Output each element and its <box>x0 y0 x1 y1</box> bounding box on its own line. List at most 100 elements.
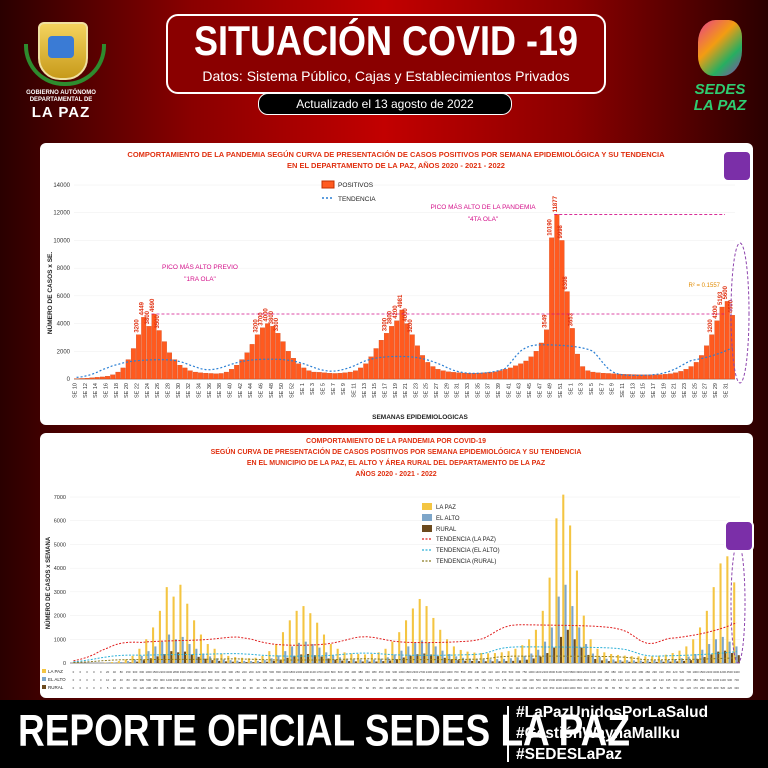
c1-bar <box>358 367 364 380</box>
c2-bar-rural <box>224 661 228 663</box>
c2-table-cell: 360 <box>707 686 712 690</box>
c2-table-cell: 520 <box>721 686 726 690</box>
c2-bar-rural <box>211 660 214 663</box>
c1-data-label: 3500 <box>155 314 161 328</box>
c1-data-label: 9998 <box>558 224 564 238</box>
c1-xtick-label: SE 49 <box>548 383 554 398</box>
c2-table-cell: 1000 <box>569 686 576 690</box>
c2-bar-rural <box>477 661 481 663</box>
c2-table-row-label: EL ALTO <box>48 677 66 682</box>
c2-table-cell: 60 <box>366 686 370 690</box>
c1-bar <box>332 373 338 380</box>
c2-table-cell: 2800 <box>173 670 180 674</box>
c2-ytick-label: 5000 <box>54 542 66 548</box>
c2-bar-rural <box>655 661 658 663</box>
c2-bar-elalto <box>496 659 499 663</box>
c2-table-cell: 150 <box>126 670 131 674</box>
c2-bar-rural <box>628 661 631 663</box>
c2-table-cell: 1900 <box>433 670 440 674</box>
c2-table-cell: 120 <box>454 686 459 690</box>
c2-table-cell: 0 <box>86 678 88 682</box>
c2-table-cell: 280 <box>639 670 644 674</box>
c2-table-row-label: LA PAZ <box>48 669 63 674</box>
c1-data-label: 4449 <box>140 301 146 315</box>
c1-xtick-label: SE 3 <box>579 383 585 395</box>
c2-table-cell: 140 <box>365 678 370 682</box>
c2-table-cell: 38 <box>250 686 254 690</box>
c2-table-cell: 140 <box>331 686 336 690</box>
c1-data-label: 3300 <box>382 317 388 331</box>
c1-xtick-label: SE 43 <box>517 383 523 398</box>
c2-bar-rural <box>546 653 549 663</box>
c1-bar <box>244 352 250 380</box>
c2-bar-rural <box>689 660 692 663</box>
c2-table-cell: 700 <box>734 678 739 682</box>
c1-bar <box>353 370 358 380</box>
c2-table-cell: 950 <box>420 678 425 682</box>
c2-bar-rural <box>334 659 337 663</box>
c2-table-cell: 200 <box>146 686 151 690</box>
c2-bar-lapaz <box>548 577 551 663</box>
chart1-subtitle: EN EL DEPARTAMENTO DE LA PAZ, AÑOS 2020 … <box>287 161 505 170</box>
footer-divider <box>507 706 509 762</box>
c2-table-cell: 55 <box>263 686 267 690</box>
c2-table-cell: 0 <box>73 670 75 674</box>
c1-bar <box>79 378 85 380</box>
c1-bar <box>683 369 689 380</box>
c1-bar <box>89 377 95 380</box>
c1-bar <box>399 309 405 380</box>
chart-panel-municipalities: COMPORTAMIENTO DE LA PANDEMIA POR COVID-… <box>40 433 753 698</box>
c2-table-cell: 3400 <box>733 670 740 674</box>
c2-table-cell: 120 <box>139 686 144 690</box>
c2-bar-elalto <box>660 660 663 663</box>
c2-table-cell: 100 <box>235 678 240 682</box>
c1-xtick-label: SE 9 <box>341 383 347 395</box>
c2-table-cell: 120 <box>659 678 664 682</box>
c2-table-cell: 900 <box>160 678 165 682</box>
hashtag-2: #GestiónWaynaMallku <box>516 725 680 742</box>
c2-table-cell: 1000 <box>173 678 180 682</box>
c2-table-cell: 220 <box>283 686 288 690</box>
c2-bar-elalto <box>489 659 492 663</box>
c2-table-cell: 5 <box>107 686 109 690</box>
c2-table-cell: 165 <box>495 678 500 682</box>
latest-weeks-highlight <box>730 242 750 384</box>
c2-table-cell: 360 <box>427 686 432 690</box>
c2-bar-elalto <box>284 651 287 663</box>
c2-table-cell: 1000 <box>146 670 153 674</box>
c2-bar-elalto <box>509 658 512 663</box>
c1-bar <box>575 353 580 380</box>
c2-table-cell: 120 <box>228 678 233 682</box>
c2-bar-elalto <box>215 658 218 663</box>
c2-bar-rural <box>703 657 706 663</box>
c2-bar-rural <box>389 660 392 663</box>
c2-bar-lapaz <box>186 603 189 663</box>
c1-data-label: 3200 <box>708 319 714 333</box>
c2-ytick-label: 0 <box>63 661 66 667</box>
c2-table-cell: 320 <box>331 678 336 682</box>
c2-table-cell: 700 <box>290 678 295 682</box>
c2-table-cell: 380 <box>160 686 165 690</box>
c2-bar-elalto <box>441 650 444 663</box>
c1-bar <box>404 323 410 380</box>
c1-data-label: 3200 <box>135 319 141 333</box>
c2-table-cell: 120 <box>263 678 268 682</box>
c1-bar <box>440 370 446 380</box>
c1-bar <box>549 237 555 380</box>
c2-bar-rural <box>252 662 255 663</box>
c2-bar-rural <box>573 639 576 663</box>
c1-bar <box>714 320 720 380</box>
latest-weeks-highlight-2 <box>730 542 746 664</box>
c2-bar-elalto <box>619 659 622 663</box>
c1-bar <box>518 363 524 380</box>
c1-xtick-label: SE 19 <box>661 383 667 398</box>
c1-data-label: 6308 <box>563 276 569 290</box>
c2-table-cell: 600 <box>338 670 343 674</box>
c2-table-cell: 3200 <box>166 670 173 674</box>
c2-bar-elalto <box>537 649 540 663</box>
c1-bar <box>172 359 178 380</box>
c2-table-cell: 2500 <box>187 670 194 674</box>
c2-bar-rural <box>231 661 234 663</box>
c2-bar-elalto <box>653 660 656 663</box>
c2-table-cell: 520 <box>399 678 404 682</box>
